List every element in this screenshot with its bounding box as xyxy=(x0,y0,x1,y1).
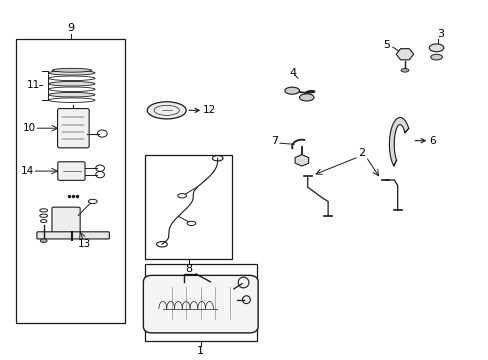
Ellipse shape xyxy=(49,93,95,97)
Ellipse shape xyxy=(428,44,443,52)
Text: 4: 4 xyxy=(289,68,296,78)
FancyBboxPatch shape xyxy=(58,162,85,180)
Bar xyxy=(16,39,125,323)
Ellipse shape xyxy=(285,87,299,94)
Ellipse shape xyxy=(49,71,95,75)
Text: 6: 6 xyxy=(414,136,435,146)
Text: 13: 13 xyxy=(77,239,90,249)
Ellipse shape xyxy=(49,81,95,86)
Ellipse shape xyxy=(299,94,313,101)
Text: 8: 8 xyxy=(184,264,192,274)
FancyBboxPatch shape xyxy=(37,232,109,239)
Ellipse shape xyxy=(430,54,442,60)
Bar xyxy=(144,155,232,258)
Text: 5: 5 xyxy=(383,40,389,50)
Text: 12: 12 xyxy=(188,105,216,115)
FancyBboxPatch shape xyxy=(58,109,89,148)
Text: 1: 1 xyxy=(197,346,204,356)
Text: 14: 14 xyxy=(20,166,34,176)
Text: 3: 3 xyxy=(436,29,443,39)
Ellipse shape xyxy=(40,239,47,243)
Bar xyxy=(144,264,256,341)
Text: 10: 10 xyxy=(23,123,36,133)
Ellipse shape xyxy=(147,102,186,119)
Text: 7: 7 xyxy=(271,136,278,147)
FancyBboxPatch shape xyxy=(52,207,80,233)
Text: 9: 9 xyxy=(67,23,74,33)
Ellipse shape xyxy=(400,68,408,72)
Ellipse shape xyxy=(52,68,91,72)
Text: 11: 11 xyxy=(27,80,40,90)
Text: 2: 2 xyxy=(357,148,364,158)
Polygon shape xyxy=(388,117,408,166)
FancyBboxPatch shape xyxy=(143,275,258,333)
